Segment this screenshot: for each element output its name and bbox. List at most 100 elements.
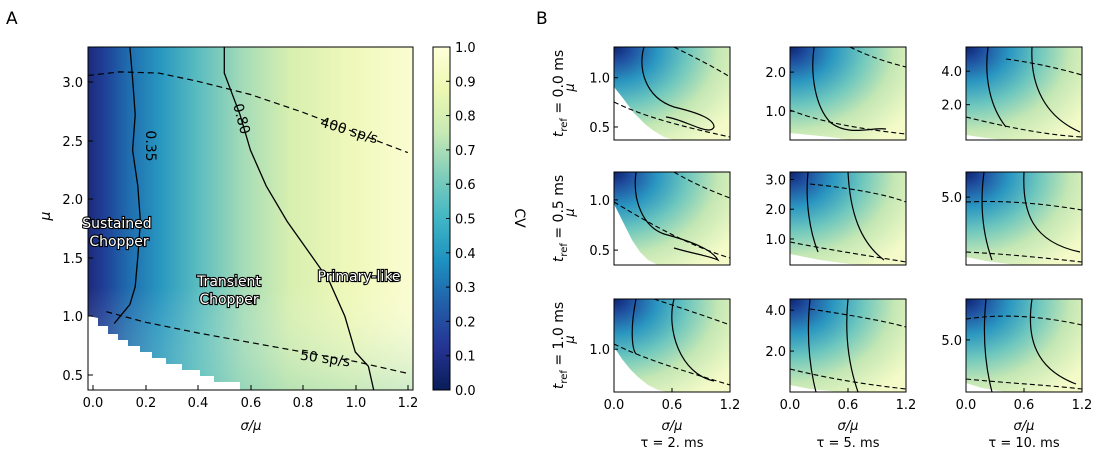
subplot-frame (789, 171, 907, 266)
panel-b-subplot: 5.0 0.0 0.6 1.2 σ/μ τ = 10. ms (941, 298, 1093, 451)
panel-a-heatmap (88, 47, 413, 390)
subplot-xlabel: σ/μ (838, 419, 859, 434)
ytick-a-4: 2.5 (62, 135, 83, 150)
subplot-xtick-label: 0.0 (780, 398, 801, 413)
subplot-ytick-label: 1.0 (765, 105, 786, 120)
contour-label-0-80: 0.80 (229, 102, 253, 136)
panel-b-subplot: 1.0 0.5 μ (563, 171, 731, 266)
xtick-a-6: 1.2 (398, 396, 419, 411)
subplot-frame (613, 46, 731, 141)
ytick-a-2: 1.5 (62, 252, 83, 267)
panel-b-subplot: 2.0 1.0 (765, 46, 907, 141)
rate-label-50: 50 sp/s (299, 348, 351, 371)
xtick-a-2: 0.4 (188, 396, 209, 411)
colorbar-tick-label: 0.7 (455, 144, 476, 159)
subplot-xlabel: σ/μ (662, 419, 683, 434)
panel-a-cv-contours (113, 47, 375, 390)
ytick-a-3: 2.0 (62, 193, 83, 208)
subplot-rate-contour (613, 171, 731, 259)
subplot-ylabel: μ (563, 335, 578, 344)
colorbar-tick-label: 0.5 (455, 213, 476, 228)
subplot-xtick-label: 0.6 (838, 398, 859, 413)
subplot-undefined-region (614, 87, 674, 140)
row-label-tref: tref = 1.0 ms (551, 302, 570, 389)
subplot-frame (965, 171, 1083, 266)
panel-b-subplot: 5.0 (941, 171, 1083, 266)
panel-b-subplot: 1.0 μ 0.0 0.6 1.2 σ/μ τ = 2. ms (563, 298, 741, 451)
subplot-heatmap (966, 299, 1082, 392)
row-label-tref: tref = 0.0 ms (551, 50, 570, 137)
panel-b-letter: B (536, 9, 548, 29)
subplot-undefined-region (966, 383, 1006, 392)
panel-a-letter: A (6, 9, 18, 29)
colorbar-tick-label: 0.0 (455, 384, 476, 399)
subplot-undefined-region (614, 347, 668, 392)
ytick-a-5: 3.0 (62, 76, 83, 91)
subplot-ytick-label: 2.0 (941, 99, 962, 114)
subplot-frame (789, 46, 907, 141)
subplot-ytick-label: 3.0 (765, 173, 786, 188)
subplot-ylabel: μ (563, 83, 578, 92)
colorbar: 0.0 0.1 0.2 0.3 0.4 0.5 0.6 0.7 0.8 0.9 1.0 CV (432, 41, 527, 399)
subplot-frame (965, 46, 1083, 141)
panel-a: A 0.35 0.80 400 sp/s 50 sp/s Sustained C… (6, 9, 418, 434)
subplot-xtick-label: 1.2 (1072, 398, 1093, 413)
colorbar-tick-label: 0.4 (455, 247, 476, 262)
subplot-ytick-label: 1.0 (589, 343, 610, 358)
subplot-ytick-label: 2.0 (765, 203, 786, 218)
panel-b-subplot: 1.0 0.5 μ (563, 46, 731, 141)
subplot-rate-contour (613, 298, 731, 386)
xtick-a-4: 0.8 (293, 396, 314, 411)
subplot-undefined-region (614, 204, 658, 265)
subplot-undefined-region (790, 133, 850, 140)
subplot-ytick-label: 1.0 (765, 233, 786, 248)
region-label-sustained: Sustained (82, 216, 151, 232)
subplot-undefined-region (966, 257, 1016, 265)
subplot-xtick-label: 1.2 (720, 398, 741, 413)
subplot-ylabel: μ (563, 208, 578, 217)
subplot-xtick-label: 1.2 (896, 398, 917, 413)
colorbar-tick-label: 0.8 (455, 110, 476, 125)
subplot-heatmap (966, 47, 1082, 140)
subplot-xlabel: σ/μ (1014, 419, 1035, 434)
xtick-a-5: 1.0 (346, 396, 367, 411)
colorbar-tick-label: 0.9 (455, 75, 476, 90)
subplot-ytick-label: 1.0 (589, 194, 610, 209)
subplot-rate-contour (965, 58, 1083, 138)
colorbar-tick-label: 0.1 (455, 350, 476, 365)
subplot-ytick-label: 2.0 (765, 66, 786, 81)
subplot-cv-contour (983, 298, 1077, 393)
subplot-ytick-label: 1.0 (589, 72, 610, 87)
subplot-rate-contour (789, 46, 907, 135)
subplot-cv-contour (634, 171, 720, 262)
subplot-ytick-label: 5.0 (941, 191, 962, 206)
subplot-undefined-region (790, 385, 840, 392)
ytick-a-1: 1.0 (62, 310, 83, 325)
colorbar-ticks: 0.0 0.1 0.2 0.3 0.4 0.5 0.6 0.7 0.8 0.9 1.0 (446, 41, 476, 399)
column-label-tau: τ = 2. ms (641, 436, 704, 451)
subplot-xtick-label: 0.6 (662, 398, 683, 413)
subplot-undefined-region (790, 254, 870, 265)
panel-a-yticks: 0.5 1.0 1.5 2.0 2.5 3.0 (62, 76, 93, 384)
subplot-rate-contour (789, 308, 907, 390)
panel-b-grid: 1.0 0.5 μ 2.0 1.0 4.0 2.0 tref = 0.0 ms 1.0 0.5 μ 3… (551, 46, 1093, 451)
panel-b-subplot: 4.0 2.0 0.0 0.6 1.2 σ/μ τ = 5. ms (765, 298, 917, 451)
subplot-cv-contour (806, 171, 885, 261)
panel-b: B 1.0 0.5 μ 2.0 1.0 4.0 2.0 tref = 0.0 ms 1.0 0.5… (536, 9, 1092, 451)
column-label-tau: τ = 5. ms (817, 436, 880, 451)
xtick-a-0: 0.0 (83, 396, 104, 411)
row-label-tref: tref = 0.5 ms (551, 175, 570, 262)
contour-label-0-35: 0.35 (142, 130, 158, 161)
xtick-a-1: 0.2 (136, 396, 157, 411)
subplot-ytick-label: 2.0 (765, 345, 786, 360)
subplot-heatmap (790, 47, 906, 140)
subplot-ytick-label: 4.0 (941, 65, 962, 80)
subplot-ytick-label: 0.5 (589, 244, 610, 259)
ytick-a-0: 0.5 (62, 369, 83, 384)
subplot-xtick-label: 0.0 (604, 398, 625, 413)
panel-b-subplot: 4.0 2.0 (941, 46, 1083, 141)
subplot-cv-contour (986, 46, 1081, 133)
panel-a-xlabel: σ/μ (241, 419, 262, 434)
subplot-cv-contour (981, 171, 1081, 261)
